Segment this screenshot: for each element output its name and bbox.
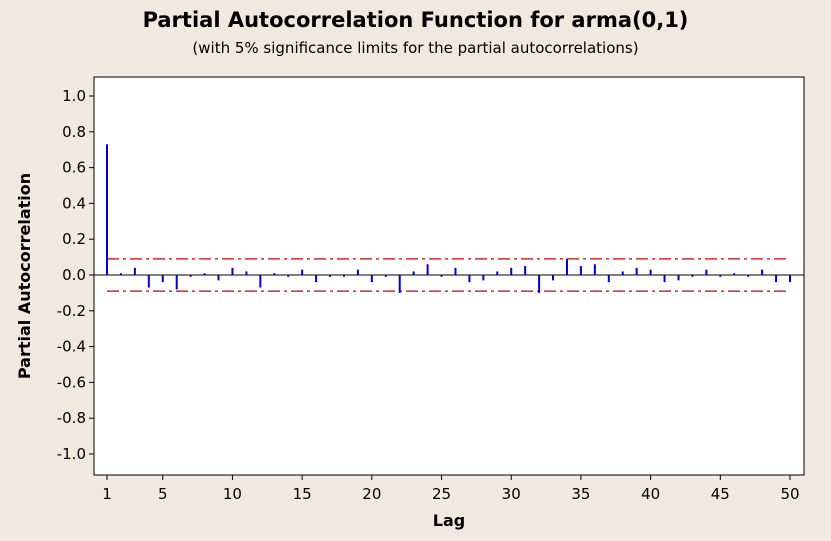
x-tick-label: 20 <box>362 485 381 503</box>
y-tick-label: 0.0 <box>62 266 86 284</box>
x-tick-label: 25 <box>432 485 451 503</box>
plot-area <box>93 76 805 476</box>
y-tick-label: 1.0 <box>62 87 86 105</box>
x-tick-label: 1 <box>102 485 112 503</box>
x-tick-label: 30 <box>502 485 521 503</box>
x-tick-label: 10 <box>223 485 242 503</box>
pacf-bars <box>106 144 791 293</box>
y-tick-label: -0.6 <box>57 373 86 391</box>
y-tick-label: 0.2 <box>62 230 86 248</box>
x-tick-label: 5 <box>158 485 168 503</box>
x-tick-label: 40 <box>641 485 660 503</box>
y-tick-label: -0.4 <box>57 338 86 356</box>
y-axis: 1.0 0.8 0.6 0.4 0.2 0.0 -0.2 -0.4 -0.6 -0.8 -1.0 <box>57 87 94 463</box>
chart-subtitle: (with 5% significance limits for the par… <box>192 39 639 57</box>
x-tick-label: 35 <box>571 485 590 503</box>
x-axis: 1 5 10 15 20 25 30 35 40 45 50 <box>102 475 800 503</box>
y-tick-label: 0.6 <box>62 159 86 177</box>
chart-title: Partial Autocorrelation Function for arm… <box>142 8 689 32</box>
y-tick-label: -0.2 <box>57 302 86 320</box>
y-tick-label: -1.0 <box>57 445 86 463</box>
x-tick-label: 50 <box>780 485 799 503</box>
x-tick-label: 15 <box>293 485 312 503</box>
y-tick-label: 0.4 <box>62 194 86 212</box>
y-axis-label: Partial Autocorrelation <box>15 173 34 379</box>
x-axis-label: Lag <box>433 511 465 530</box>
x-tick-label: 45 <box>711 485 730 503</box>
y-tick-label: -0.8 <box>57 409 86 427</box>
y-tick-label: 0.8 <box>62 123 86 141</box>
